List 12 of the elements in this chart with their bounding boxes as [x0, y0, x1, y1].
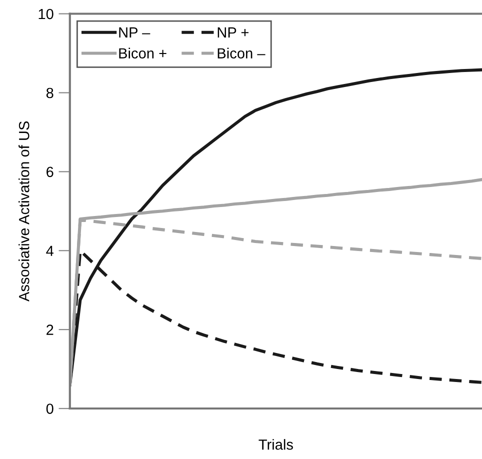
- legend-label: NP +: [218, 27, 248, 38]
- y-tick-label: 6: [46, 166, 54, 178]
- legend-label: Bicon +: [119, 48, 166, 58]
- y-tick-label: 2: [46, 324, 54, 335]
- y-axis-title: Associative Activation of US: [18, 121, 30, 302]
- y-tick-label: 0: [46, 404, 54, 414]
- x-axis-title: Trials: [258, 439, 293, 450]
- y-tick-label: 10: [38, 8, 54, 20]
- legend-label: Bicon –: [218, 48, 266, 58]
- y-tick-label: 8: [46, 88, 54, 98]
- legend-label: NP –: [119, 27, 150, 38]
- y-tick-label: 4: [46, 246, 54, 256]
